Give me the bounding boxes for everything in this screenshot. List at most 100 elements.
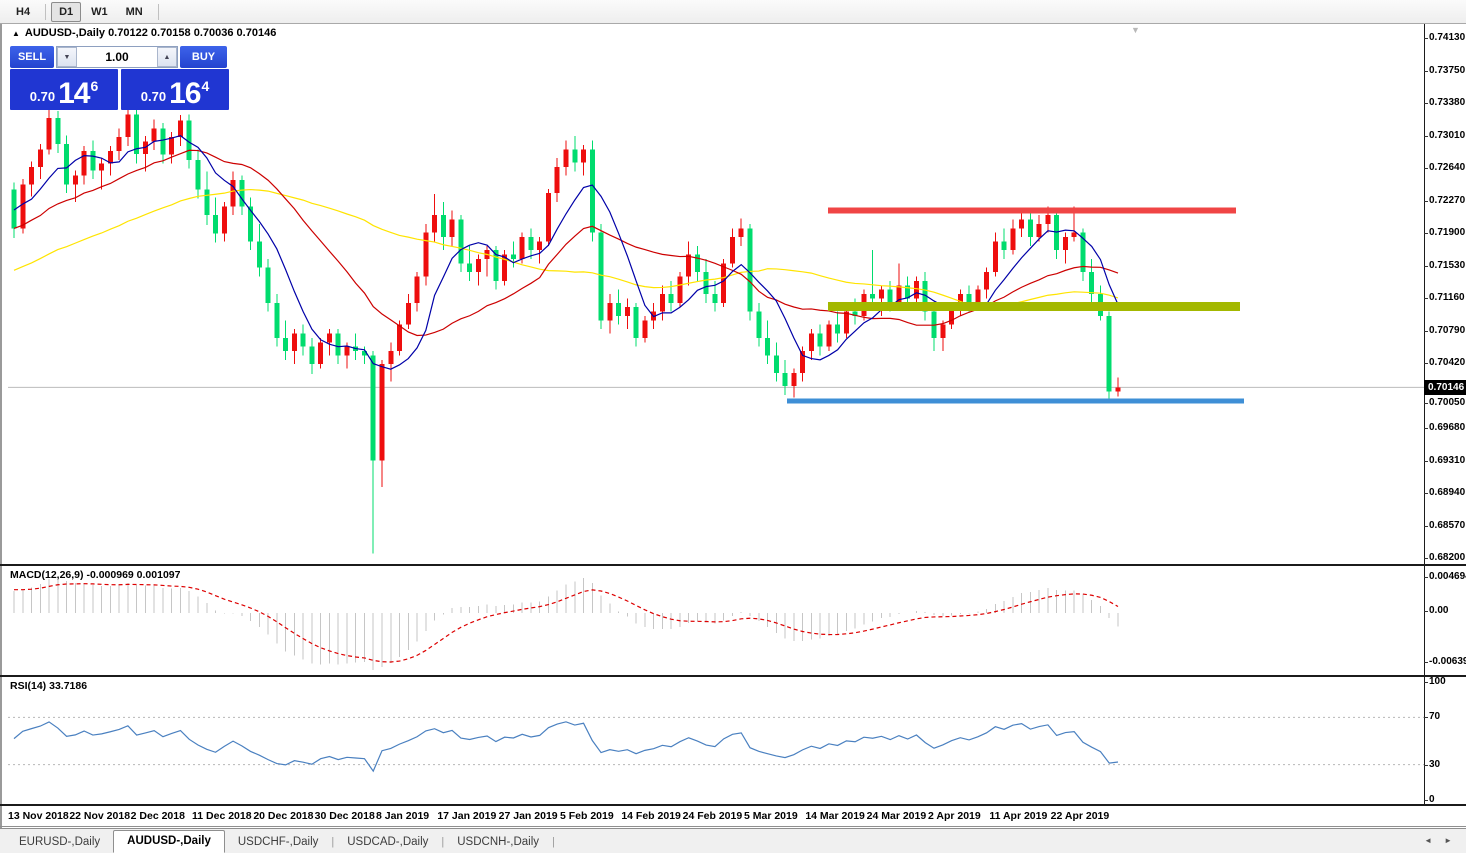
buy-price-display[interactable]: 0.70 16 4 xyxy=(121,69,229,110)
one-click-trade-widget: SELL ▼ 1.00 ▲ BUY 0.70 14 6 0.70 16 4 xyxy=(10,46,229,110)
panel-separator xyxy=(0,804,1466,806)
price-axis-label: 0.72270 xyxy=(1429,194,1466,206)
moving-average-45 xyxy=(13,188,1119,310)
sell-button[interactable]: SELL xyxy=(10,46,54,68)
candles-group xyxy=(11,104,1121,554)
rsi-axis-label: 100 xyxy=(1429,676,1446,687)
timeframe-button-d1[interactable]: D1 xyxy=(51,1,82,22)
price-axis-label: 0.71530 xyxy=(1429,259,1466,271)
date-axis-label: 2 Apr 2019 xyxy=(928,810,981,822)
ohlc-high: 0.70158 xyxy=(150,27,191,39)
axis-tick xyxy=(1424,460,1428,462)
axis-tick xyxy=(1424,135,1428,137)
macd-histogram xyxy=(13,578,1119,670)
date-axis-label: 2 Dec 2018 xyxy=(130,810,185,822)
price-axis-label: 0.73750 xyxy=(1429,64,1466,76)
tab-scroll-left-icon[interactable]: ◄ xyxy=(1424,836,1433,845)
tab-usdcnh-daily[interactable]: USDCNH-,Daily xyxy=(457,836,540,848)
axis-tick xyxy=(1424,525,1428,527)
macd-axis-label: 0.004694 xyxy=(1429,571,1466,582)
volume-input[interactable]: 1.00 xyxy=(77,47,157,67)
price-axis-label: 0.74130 xyxy=(1429,32,1466,43)
date-axis-label: 8 Jan 2019 xyxy=(376,810,430,822)
chart-tab-bar: EURUSD-,Daily AUDUSD-,Daily USDCHF-,Daily |… xyxy=(0,828,1466,853)
symbol-title: AUDUSD-,Daily xyxy=(24,27,105,39)
timeframe-button-h4[interactable]: H4 xyxy=(16,5,31,18)
collapse-arrow-icon[interactable]: ▲ xyxy=(12,29,20,38)
sell-price-pip: 6 xyxy=(90,78,99,94)
date-axis-label: 5 Mar 2019 xyxy=(744,810,798,822)
rsi-axis-label: 30 xyxy=(1429,759,1441,770)
date-axis-label: 22 Apr 2019 xyxy=(1050,810,1110,822)
tab-usdchf-daily[interactable]: USDCHF-,Daily xyxy=(237,836,319,848)
price-axis-label: 0.71160 xyxy=(1429,292,1465,303)
price-axis-label: 0.68200 xyxy=(1429,552,1466,563)
macd-value-signal: 0.001097 xyxy=(136,569,181,581)
date-axis-label: 24 Mar 2019 xyxy=(866,810,927,822)
window-bottom-edge xyxy=(0,826,1466,827)
axis-tick xyxy=(1424,765,1428,766)
volume-decrease-button[interactable]: ▼ xyxy=(57,47,77,67)
price-axis-label: 0.72640 xyxy=(1429,162,1466,173)
axis-tick xyxy=(1424,298,1428,299)
price-axis-border xyxy=(1424,24,1425,806)
axis-tick xyxy=(1424,717,1428,718)
panel-separator[interactable] xyxy=(0,564,1466,566)
macd-value-main: -0.000969 xyxy=(86,569,134,581)
sell-price-display[interactable]: 0.70 14 6 xyxy=(10,69,118,110)
price-axis-label: 0.68940 xyxy=(1429,487,1466,498)
timeframe-button-w1[interactable]: W1 xyxy=(91,5,108,18)
buy-price-big: 16 xyxy=(169,76,201,110)
rsi-axis-label: 70 xyxy=(1429,711,1441,722)
toolbar-divider xyxy=(45,3,47,20)
axis-tick xyxy=(1424,662,1428,663)
rsi-line xyxy=(13,721,1119,773)
axis-tick xyxy=(1424,330,1428,332)
date-axis-label: 11 Dec 2018 xyxy=(192,810,252,822)
tab-usdcad-daily[interactable]: USDCAD-,Daily xyxy=(347,836,429,848)
axis-tick xyxy=(1424,800,1428,801)
date-axis-label: 14 Feb 2019 xyxy=(621,810,681,822)
axis-tick xyxy=(1424,402,1428,404)
sell-price-big: 14 xyxy=(58,76,90,110)
date-axis-label: 27 Jan 2019 xyxy=(498,810,558,822)
tab-separator: | xyxy=(331,836,335,848)
axis-tick xyxy=(1424,265,1428,267)
toolbar-divider xyxy=(157,3,159,20)
axis-tick xyxy=(1424,428,1428,429)
buy-price-pip: 4 xyxy=(201,78,210,94)
autoscroll-marker-icon: ▼ xyxy=(1131,25,1140,35)
date-axis-label: 17 Jan 2019 xyxy=(437,810,497,822)
ohlc-close: 0.70146 xyxy=(236,27,277,39)
timeframe-button-mn[interactable]: MN xyxy=(125,5,143,18)
price-axis-label: 0.70420 xyxy=(1429,357,1466,368)
axis-tick xyxy=(1424,103,1428,104)
tab-separator: | xyxy=(552,836,555,848)
buy-button[interactable]: BUY xyxy=(180,46,227,68)
rsi-value: 33.7186 xyxy=(49,680,88,692)
horizontal-ray-0 xyxy=(828,207,1236,214)
macd-label: MACD(12,26,9) -0.000969 0.001097 xyxy=(10,569,181,581)
axis-tick xyxy=(1424,577,1428,578)
panel-separator[interactable] xyxy=(0,675,1466,677)
date-axis-label: 22 Nov 2018 xyxy=(69,810,131,822)
date-axis-label: 20 Dec 2018 xyxy=(253,810,314,822)
macd-signal-line xyxy=(13,583,1119,663)
timeframe-toolbar: H4 D1 W1 MN xyxy=(0,0,1466,24)
axis-tick xyxy=(1424,558,1428,559)
axis-tick xyxy=(1424,200,1428,202)
price-axis-label: 0.73010 xyxy=(1429,129,1466,141)
price-axis-label: 0.70790 xyxy=(1429,324,1466,336)
ohlc-open: 0.70122 xyxy=(108,27,148,39)
price-axis-label: 0.70050 xyxy=(1429,396,1466,408)
volume-increase-button[interactable]: ▲ xyxy=(157,47,177,67)
tab-scroll-right-icon[interactable]: ► xyxy=(1444,836,1452,845)
axis-tick xyxy=(1424,363,1428,364)
price-axis-label: 0.71900 xyxy=(1429,227,1466,238)
date-axis-label: 5 Feb 2019 xyxy=(560,810,614,822)
tab-separator: | xyxy=(441,836,445,848)
axis-tick xyxy=(1424,38,1428,39)
axis-tick xyxy=(1424,168,1428,169)
tab-eurusd-daily[interactable]: EURUSD-,Daily xyxy=(19,836,101,848)
